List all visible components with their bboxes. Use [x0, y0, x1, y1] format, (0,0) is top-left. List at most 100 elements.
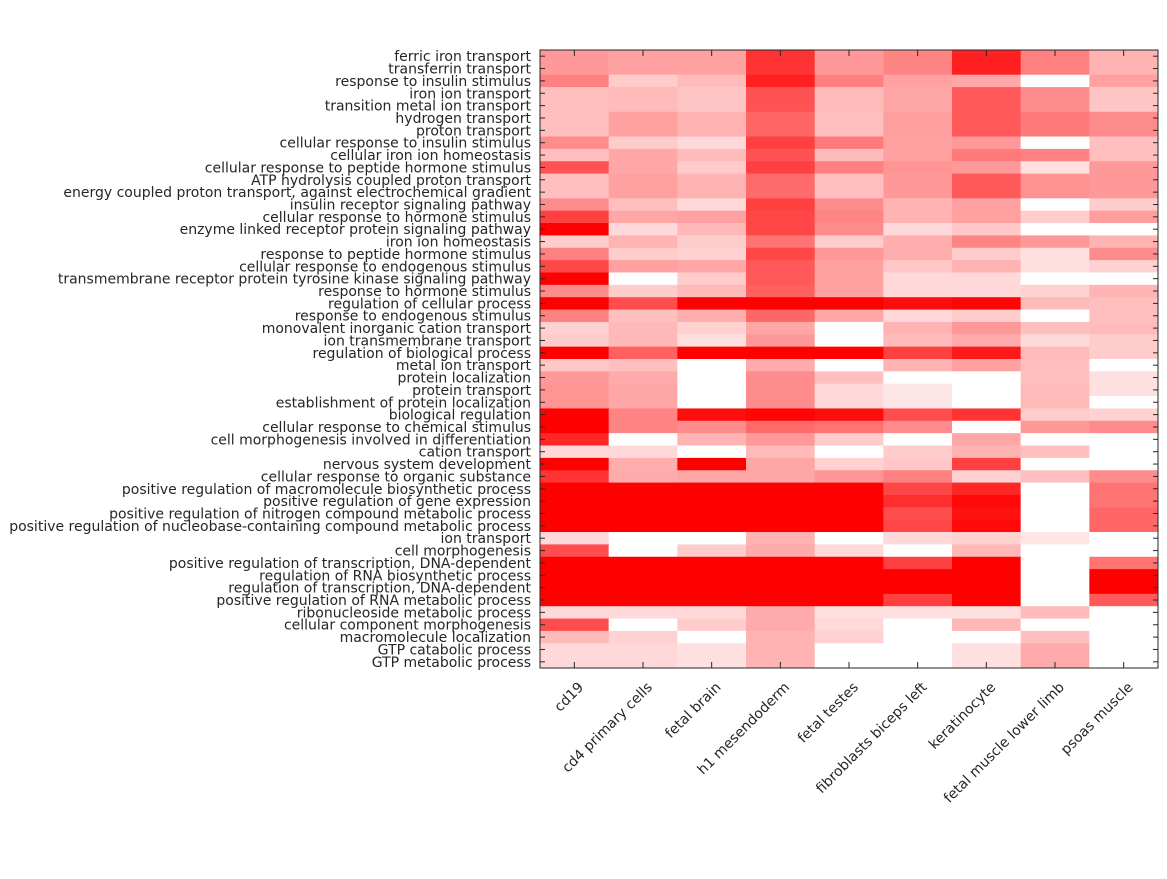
heatmap-cell — [677, 371, 747, 385]
heatmap-cell — [608, 87, 678, 100]
heatmap-cell — [1020, 235, 1090, 249]
heatmap-cell — [1020, 606, 1090, 620]
heatmap-cell — [883, 99, 953, 113]
heatmap-cell — [952, 544, 1022, 558]
heatmap-cell — [952, 173, 1022, 187]
heatmap-cell — [814, 482, 884, 496]
heatmap-cell — [1089, 198, 1159, 212]
heatmap-cell — [883, 618, 953, 632]
heatmap-cell — [540, 606, 610, 620]
heatmap-cell — [1089, 494, 1159, 508]
heatmap-cell — [883, 643, 953, 657]
heatmap-cell — [1020, 556, 1090, 570]
heatmap-cell — [608, 198, 678, 212]
heatmap-cell — [608, 630, 678, 644]
heatmap-cell — [814, 124, 884, 138]
heatmap-cell — [952, 606, 1022, 620]
heatmap-cell — [952, 309, 1022, 323]
heatmap-cell — [1089, 111, 1159, 125]
heatmap-cell — [883, 136, 953, 150]
heatmap-cell — [677, 185, 747, 199]
heatmap-cell — [814, 630, 884, 644]
heatmap-cell — [952, 618, 1022, 632]
heatmap-cell — [746, 111, 816, 125]
column-label: fibroblasts biceps left — [813, 679, 931, 797]
heatmap-cell — [608, 173, 678, 187]
heatmap-cell — [540, 482, 610, 496]
row-label: cellular response to organic substance — [261, 469, 531, 485]
heatmap-cell — [540, 420, 610, 434]
column-label: keratinocyte — [926, 680, 999, 753]
heatmap-cell — [1020, 136, 1090, 150]
heatmap-cell — [540, 359, 610, 372]
heatmap-cell — [746, 371, 816, 385]
heatmap-cell — [746, 494, 816, 508]
heatmap-cell — [608, 470, 678, 484]
heatmap-cell — [540, 173, 610, 187]
heatmap-cell — [883, 433, 953, 447]
heatmap-cell — [1089, 457, 1159, 471]
heatmap-cell — [1020, 297, 1090, 311]
heatmap-cell — [540, 87, 610, 100]
heatmap-cell — [677, 223, 747, 236]
heatmap-cell — [540, 544, 610, 558]
heatmap-cell — [608, 50, 678, 63]
heatmap-cell — [952, 408, 1022, 422]
row-label: positive regulation of macromolecule bio… — [122, 482, 531, 498]
heatmap-cell — [1089, 383, 1159, 397]
heatmap-cell — [883, 161, 953, 175]
heatmap-cell — [746, 383, 816, 397]
heatmap-cell — [608, 124, 678, 138]
heatmap-cell — [608, 396, 678, 409]
heatmap-cell — [1089, 247, 1159, 261]
heatmap-cell — [677, 74, 747, 88]
heatmap-cell — [1020, 284, 1090, 298]
heatmap-cell — [540, 148, 610, 162]
heatmap-cell — [608, 556, 678, 570]
heatmap-cell — [608, 445, 678, 459]
row-label: nervous system development — [323, 457, 532, 473]
heatmap-cell — [883, 569, 953, 582]
heatmap-cell — [746, 260, 816, 273]
heatmap-cell — [746, 433, 816, 447]
heatmap-cell — [1020, 569, 1090, 582]
heatmap-cell — [814, 247, 884, 261]
heatmap-cell — [952, 569, 1022, 582]
heatmap-cell — [1020, 593, 1090, 607]
heatmap-cell — [814, 606, 884, 620]
heatmap-cell — [746, 643, 816, 657]
heatmap-cell — [677, 346, 747, 360]
heatmap-cell — [677, 482, 747, 496]
heatmap-cell — [1089, 99, 1159, 113]
heatmap-cell — [952, 161, 1022, 175]
heatmap-cell — [746, 124, 816, 138]
heatmap-cell — [540, 457, 610, 471]
heatmap-cell — [952, 148, 1022, 162]
heatmap-cell — [814, 99, 884, 113]
row-label: ion transmembrane transport — [323, 333, 531, 349]
heatmap-cell — [746, 519, 816, 533]
heatmap-cell — [1020, 161, 1090, 175]
row-label: cell morphogenesis — [395, 544, 531, 560]
heatmap-cell — [1089, 346, 1159, 360]
row-label: cellular response to endogenous stimulus — [239, 259, 531, 275]
heatmap-cell — [746, 210, 816, 224]
heatmap-cell — [677, 507, 747, 521]
heatmap-cell — [1089, 173, 1159, 187]
row-label: proton transport — [416, 123, 531, 139]
heatmap-cell — [952, 297, 1022, 311]
heatmap-cell — [746, 87, 816, 100]
heatmap-cell — [608, 420, 678, 434]
row-label: ribonucleoside metabolic process — [297, 605, 531, 621]
heatmap-cell — [1089, 272, 1159, 286]
heatmap-cell — [1089, 519, 1159, 533]
row-label: response to endogenous stimulus — [295, 309, 531, 325]
heatmap-cell — [952, 62, 1022, 76]
heatmap-cell — [1020, 260, 1090, 273]
column-label: fetal muscle lower limb — [941, 679, 1068, 806]
heatmap-cell — [677, 210, 747, 224]
heatmap-cell — [1020, 87, 1090, 100]
row-label: cation transport — [419, 445, 532, 461]
heatmap-cell — [677, 272, 747, 286]
